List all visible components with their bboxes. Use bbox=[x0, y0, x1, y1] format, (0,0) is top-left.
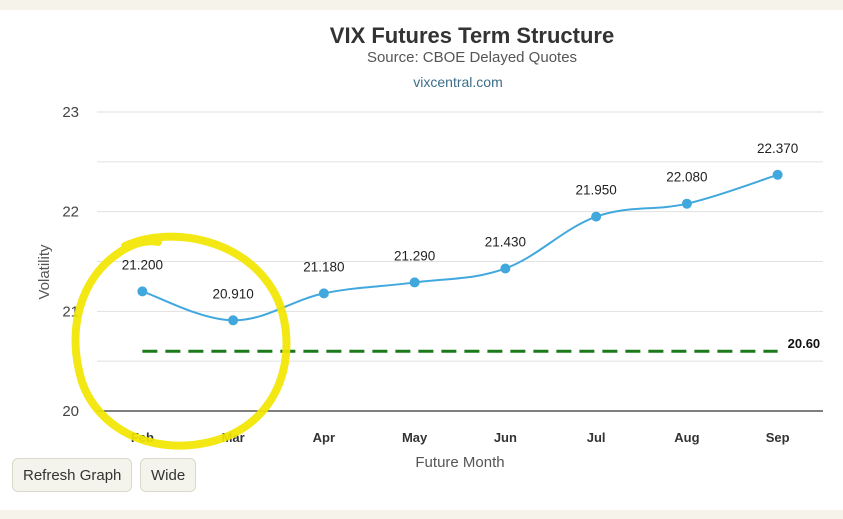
grid-lines bbox=[97, 111, 823, 412]
data-point bbox=[681, 198, 692, 209]
y-tick-label: 20 bbox=[62, 403, 79, 420]
x-axis-label: Future Month bbox=[415, 454, 504, 471]
x-tick-label: Jul bbox=[587, 430, 606, 445]
chart-subtitle: Source: CBOE Delayed Quotes bbox=[367, 49, 577, 66]
data-point bbox=[772, 169, 783, 180]
data-label: 21.290 bbox=[394, 248, 435, 263]
data-point bbox=[228, 315, 239, 326]
chart-svg: VIX Futures Term Structure Source: CBOE … bbox=[36, 23, 823, 471]
data-point bbox=[409, 277, 420, 288]
data-point bbox=[591, 211, 602, 222]
data-label: 21.950 bbox=[575, 183, 616, 198]
refresh-graph-button[interactable]: Refresh Graph bbox=[12, 458, 133, 492]
yellow-circle-annotation bbox=[71, 232, 291, 450]
data-point bbox=[318, 288, 329, 299]
data-label: 21.180 bbox=[303, 259, 344, 274]
series-group bbox=[137, 169, 783, 326]
x-tick-label: Jun bbox=[494, 430, 517, 445]
y-tick-label: 23 bbox=[62, 104, 79, 121]
reference-line-label: 20.60 bbox=[788, 336, 821, 351]
data-label: 21.430 bbox=[485, 234, 526, 249]
chart-card: VIX Futures Term Structure Source: CBOE … bbox=[0, 10, 843, 510]
x-tick-label: Sep bbox=[766, 430, 790, 445]
data-point bbox=[500, 263, 511, 274]
x-tick-label: Aug bbox=[674, 430, 699, 445]
data-label: 22.370 bbox=[757, 141, 798, 156]
series-line bbox=[142, 173, 778, 322]
chart-credit[interactable]: vixcentral.com bbox=[413, 74, 502, 90]
y-tick-label: 22 bbox=[62, 204, 79, 221]
data-label: 20.910 bbox=[212, 286, 253, 301]
data-point bbox=[137, 286, 148, 297]
highlight-annotation bbox=[71, 232, 291, 450]
y-axis-label: Volatility bbox=[36, 244, 53, 300]
x-tick-label: May bbox=[402, 430, 428, 445]
reference-line-group: 20.60 bbox=[142, 336, 821, 353]
wide-button[interactable]: Wide bbox=[140, 458, 197, 492]
data-labels: 21.200 20.910 21.180 21.290 21.430 21.950 22.0… bbox=[122, 141, 799, 302]
chart-title: VIX Futures Term Structure bbox=[330, 23, 614, 48]
data-label: 22.080 bbox=[666, 170, 707, 185]
data-label: 21.200 bbox=[122, 257, 163, 272]
x-tick-label: Apr bbox=[313, 430, 335, 445]
